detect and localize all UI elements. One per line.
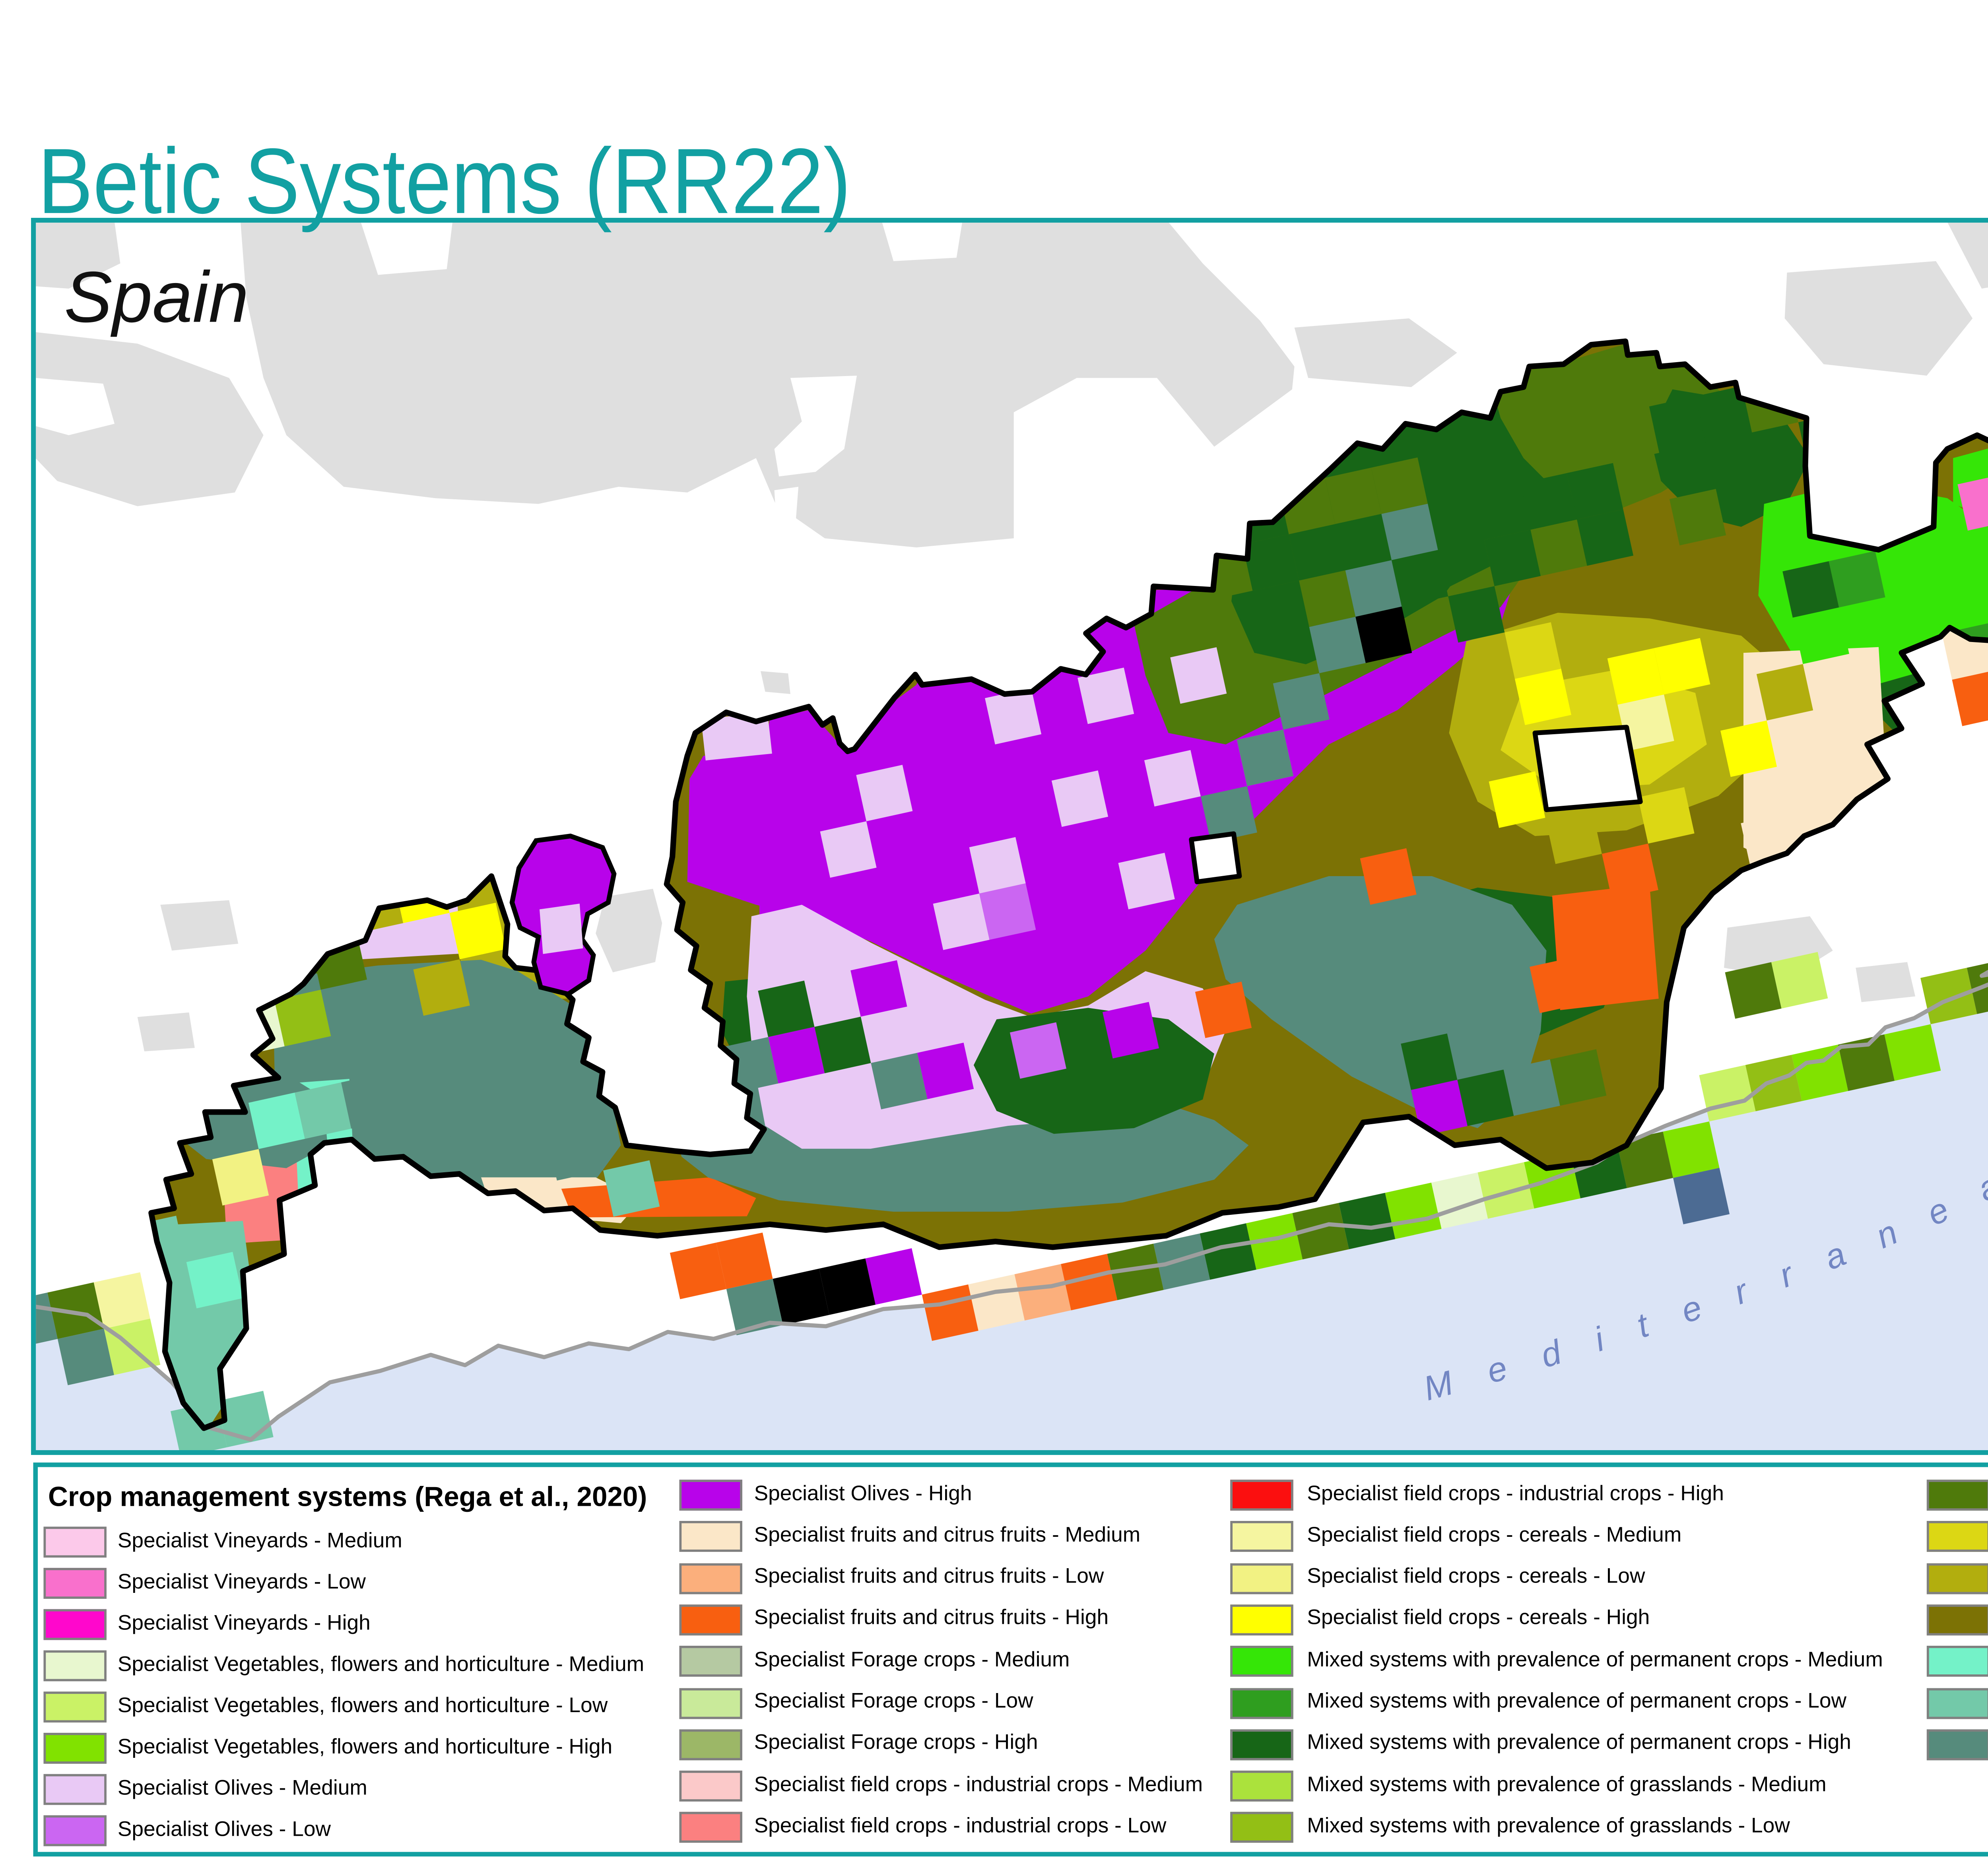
svg-text:Spain: Spain	[64, 257, 248, 337]
